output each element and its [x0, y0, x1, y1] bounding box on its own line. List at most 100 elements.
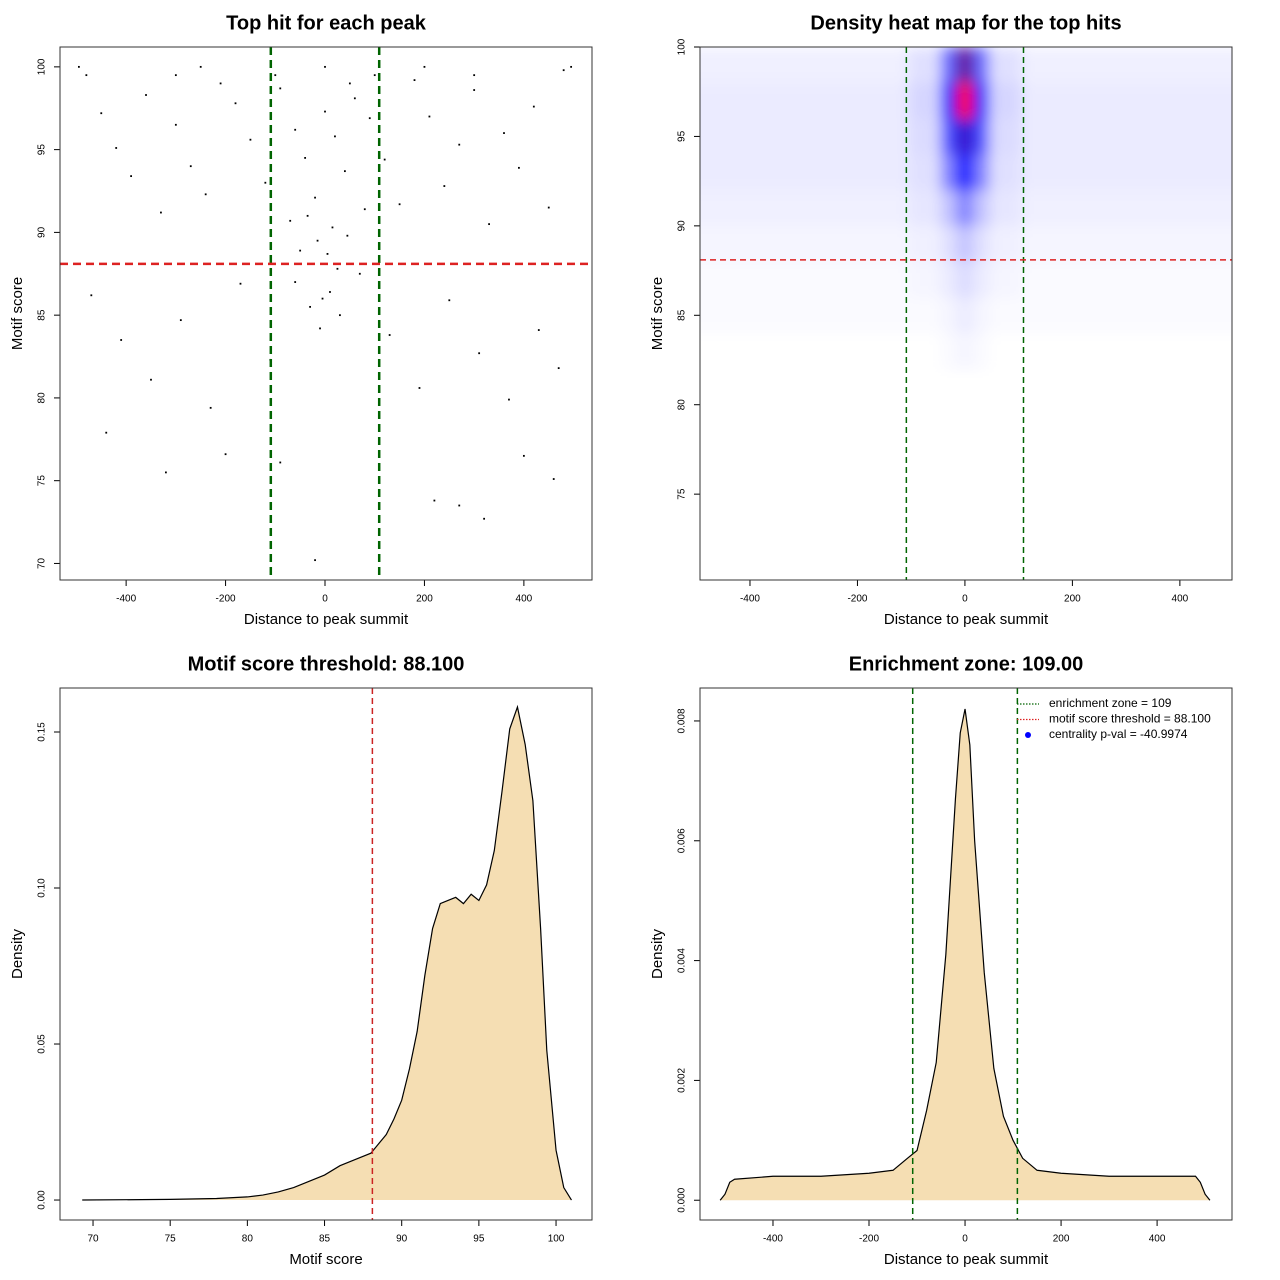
point — [145, 94, 147, 96]
heat-cell — [940, 82, 958, 120]
plot-frame — [699, 46, 1233, 581]
x-tick-label: -400 — [740, 594, 760, 605]
point — [289, 219, 292, 222]
x-tick-label: 80 — [242, 1234, 254, 1245]
point — [279, 87, 282, 90]
point — [324, 65, 326, 68]
x-tick-label: -400 — [763, 1234, 783, 1245]
point — [503, 132, 505, 134]
y-tick-label: 0.008 — [677, 708, 688, 733]
point — [433, 499, 436, 502]
heat-cell — [700, 82, 764, 120]
y-tick-label: 0.15 — [37, 722, 48, 742]
point — [368, 117, 371, 120]
heat-cell — [1166, 154, 1232, 191]
point — [299, 249, 302, 252]
heat-cell — [956, 82, 974, 120]
panel: Motif score threshold: 88.100 Motif score… — [9, 653, 593, 1268]
y-tick-label: 0.05 — [37, 1034, 48, 1054]
point — [358, 272, 361, 275]
y-tick-label: 90 — [37, 226, 48, 238]
y-tick-label: 80 — [677, 399, 688, 411]
heat-cell — [1166, 82, 1232, 120]
chart-title: Density heat map for the top hits — [810, 12, 1121, 34]
x-tick-label: 200 — [1053, 1234, 1070, 1245]
y-tick-label: 75 — [37, 475, 48, 487]
heat-cell — [989, 47, 1022, 84]
heat-cell — [908, 225, 942, 263]
point — [179, 319, 182, 322]
heat-cell — [700, 47, 764, 84]
y-tick-label: 85 — [677, 309, 688, 321]
x-tick-label: 200 — [416, 594, 433, 605]
point — [557, 367, 560, 370]
point — [150, 378, 152, 381]
heat-cell — [989, 297, 1022, 334]
heat-cell — [1085, 118, 1167, 155]
heat-cell — [1021, 225, 1087, 263]
point — [522, 454, 525, 457]
heat-cell — [940, 190, 958, 227]
point — [120, 339, 123, 341]
x-tick-label: 90 — [396, 1234, 408, 1245]
point — [264, 181, 267, 184]
heat-cell — [956, 225, 974, 263]
plot-area — [700, 47, 1232, 580]
heat-cell — [940, 154, 958, 191]
plot-frame — [59, 687, 593, 1221]
heat-cell — [1085, 261, 1167, 298]
heat-cell — [1166, 118, 1232, 155]
heat-cell — [1085, 225, 1167, 263]
point — [239, 282, 242, 285]
heat-cell — [940, 118, 958, 155]
panel: Top hit for each peak Distance to peak su… — [9, 12, 593, 628]
chart-title: Enrichment zone: 109.00 — [849, 653, 1084, 675]
point — [483, 517, 486, 520]
y-tick-label: 100 — [37, 58, 48, 75]
point — [304, 157, 307, 159]
heat-cell — [700, 118, 764, 155]
point — [458, 504, 461, 507]
heat-cell — [1166, 297, 1232, 334]
heat-cell — [1166, 190, 1232, 227]
heat-cell — [844, 297, 910, 334]
heat-cell — [844, 190, 910, 227]
y-tick-label: 100 — [677, 38, 688, 55]
y-tick-label: 0.004 — [677, 948, 688, 973]
heat-cell — [908, 261, 942, 298]
point — [294, 281, 297, 283]
point — [423, 65, 426, 68]
heat-cell — [956, 154, 974, 191]
heat-cell — [956, 190, 974, 227]
heat-cell — [763, 333, 845, 370]
plot-area — [719, 688, 1211, 1220]
x-tick-label: 75 — [165, 1234, 177, 1245]
y-axis-label: Density — [9, 928, 26, 979]
x-tick-label: 0 — [962, 594, 968, 605]
x-tick-label: 100 — [548, 1234, 565, 1245]
point — [316, 239, 319, 242]
y-tick-label: 0.10 — [37, 878, 48, 898]
y-tick-label: 95 — [37, 144, 48, 156]
heat-cell — [1085, 82, 1167, 120]
x-tick-label: 400 — [1172, 594, 1189, 605]
y-tick-label: 95 — [677, 130, 688, 142]
heat-cell — [956, 47, 974, 84]
point — [77, 65, 80, 68]
chart-title: Motif score threshold: 88.100 — [188, 653, 465, 675]
x-tick-label: 70 — [87, 1234, 99, 1245]
density-line — [82, 704, 572, 1201]
heat-cell — [763, 297, 845, 334]
heat-cell — [1021, 297, 1087, 334]
heat-cell — [763, 47, 845, 84]
heat-cells — [700, 47, 1232, 370]
point — [165, 471, 167, 474]
heat-cell — [956, 297, 974, 334]
heat-cell — [700, 190, 764, 227]
x-axis-label: Distance to peak summit — [244, 611, 409, 628]
heat-cell — [700, 154, 764, 191]
heat-cell — [972, 297, 990, 334]
point — [321, 297, 324, 300]
heat-cell — [956, 118, 974, 155]
point — [353, 97, 356, 100]
